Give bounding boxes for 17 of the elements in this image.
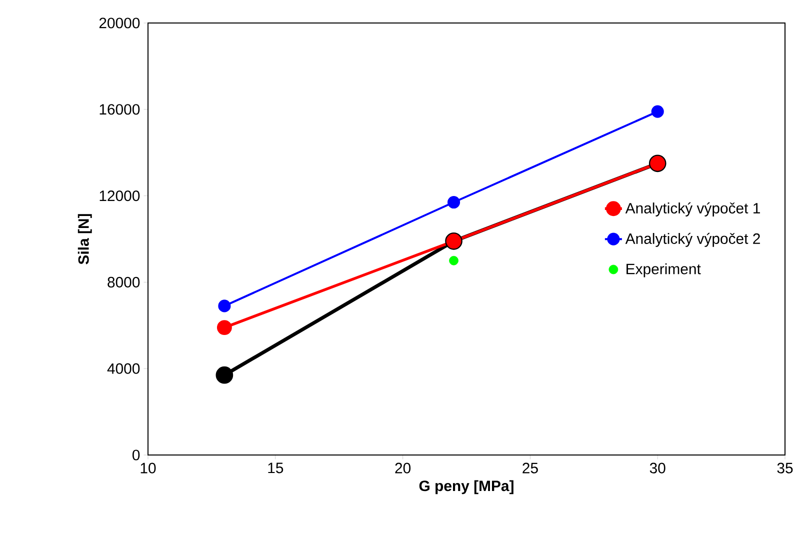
legend-label: Analytický výpočet 1 [625, 202, 760, 216]
x-tick-label: 30 [650, 462, 666, 474]
y-tick-label: 16000 [100, 104, 140, 115]
legend-label: Analytický výpočet 2 [625, 232, 760, 247]
y-tick-label: 8000 [108, 276, 140, 288]
legend-label: Experiment [626, 263, 701, 278]
y-tick-label: 0 [132, 450, 140, 460]
y-tick-label: 4000 [107, 363, 140, 374]
x-tick-label: 15 [268, 462, 284, 474]
x-tick-label: 25 [522, 462, 538, 474]
x-tick-label: 10 [140, 462, 156, 474]
x-tick-label: 35 [777, 462, 793, 474]
y-axis-title: Sila [N] [78, 214, 92, 264]
y-tick-label: 20000 [99, 18, 140, 28]
x-tick-label: 20 [395, 462, 411, 474]
y-tick-label: 12000 [100, 190, 140, 202]
x-axis-title: G peny [MPa] [419, 480, 514, 494]
